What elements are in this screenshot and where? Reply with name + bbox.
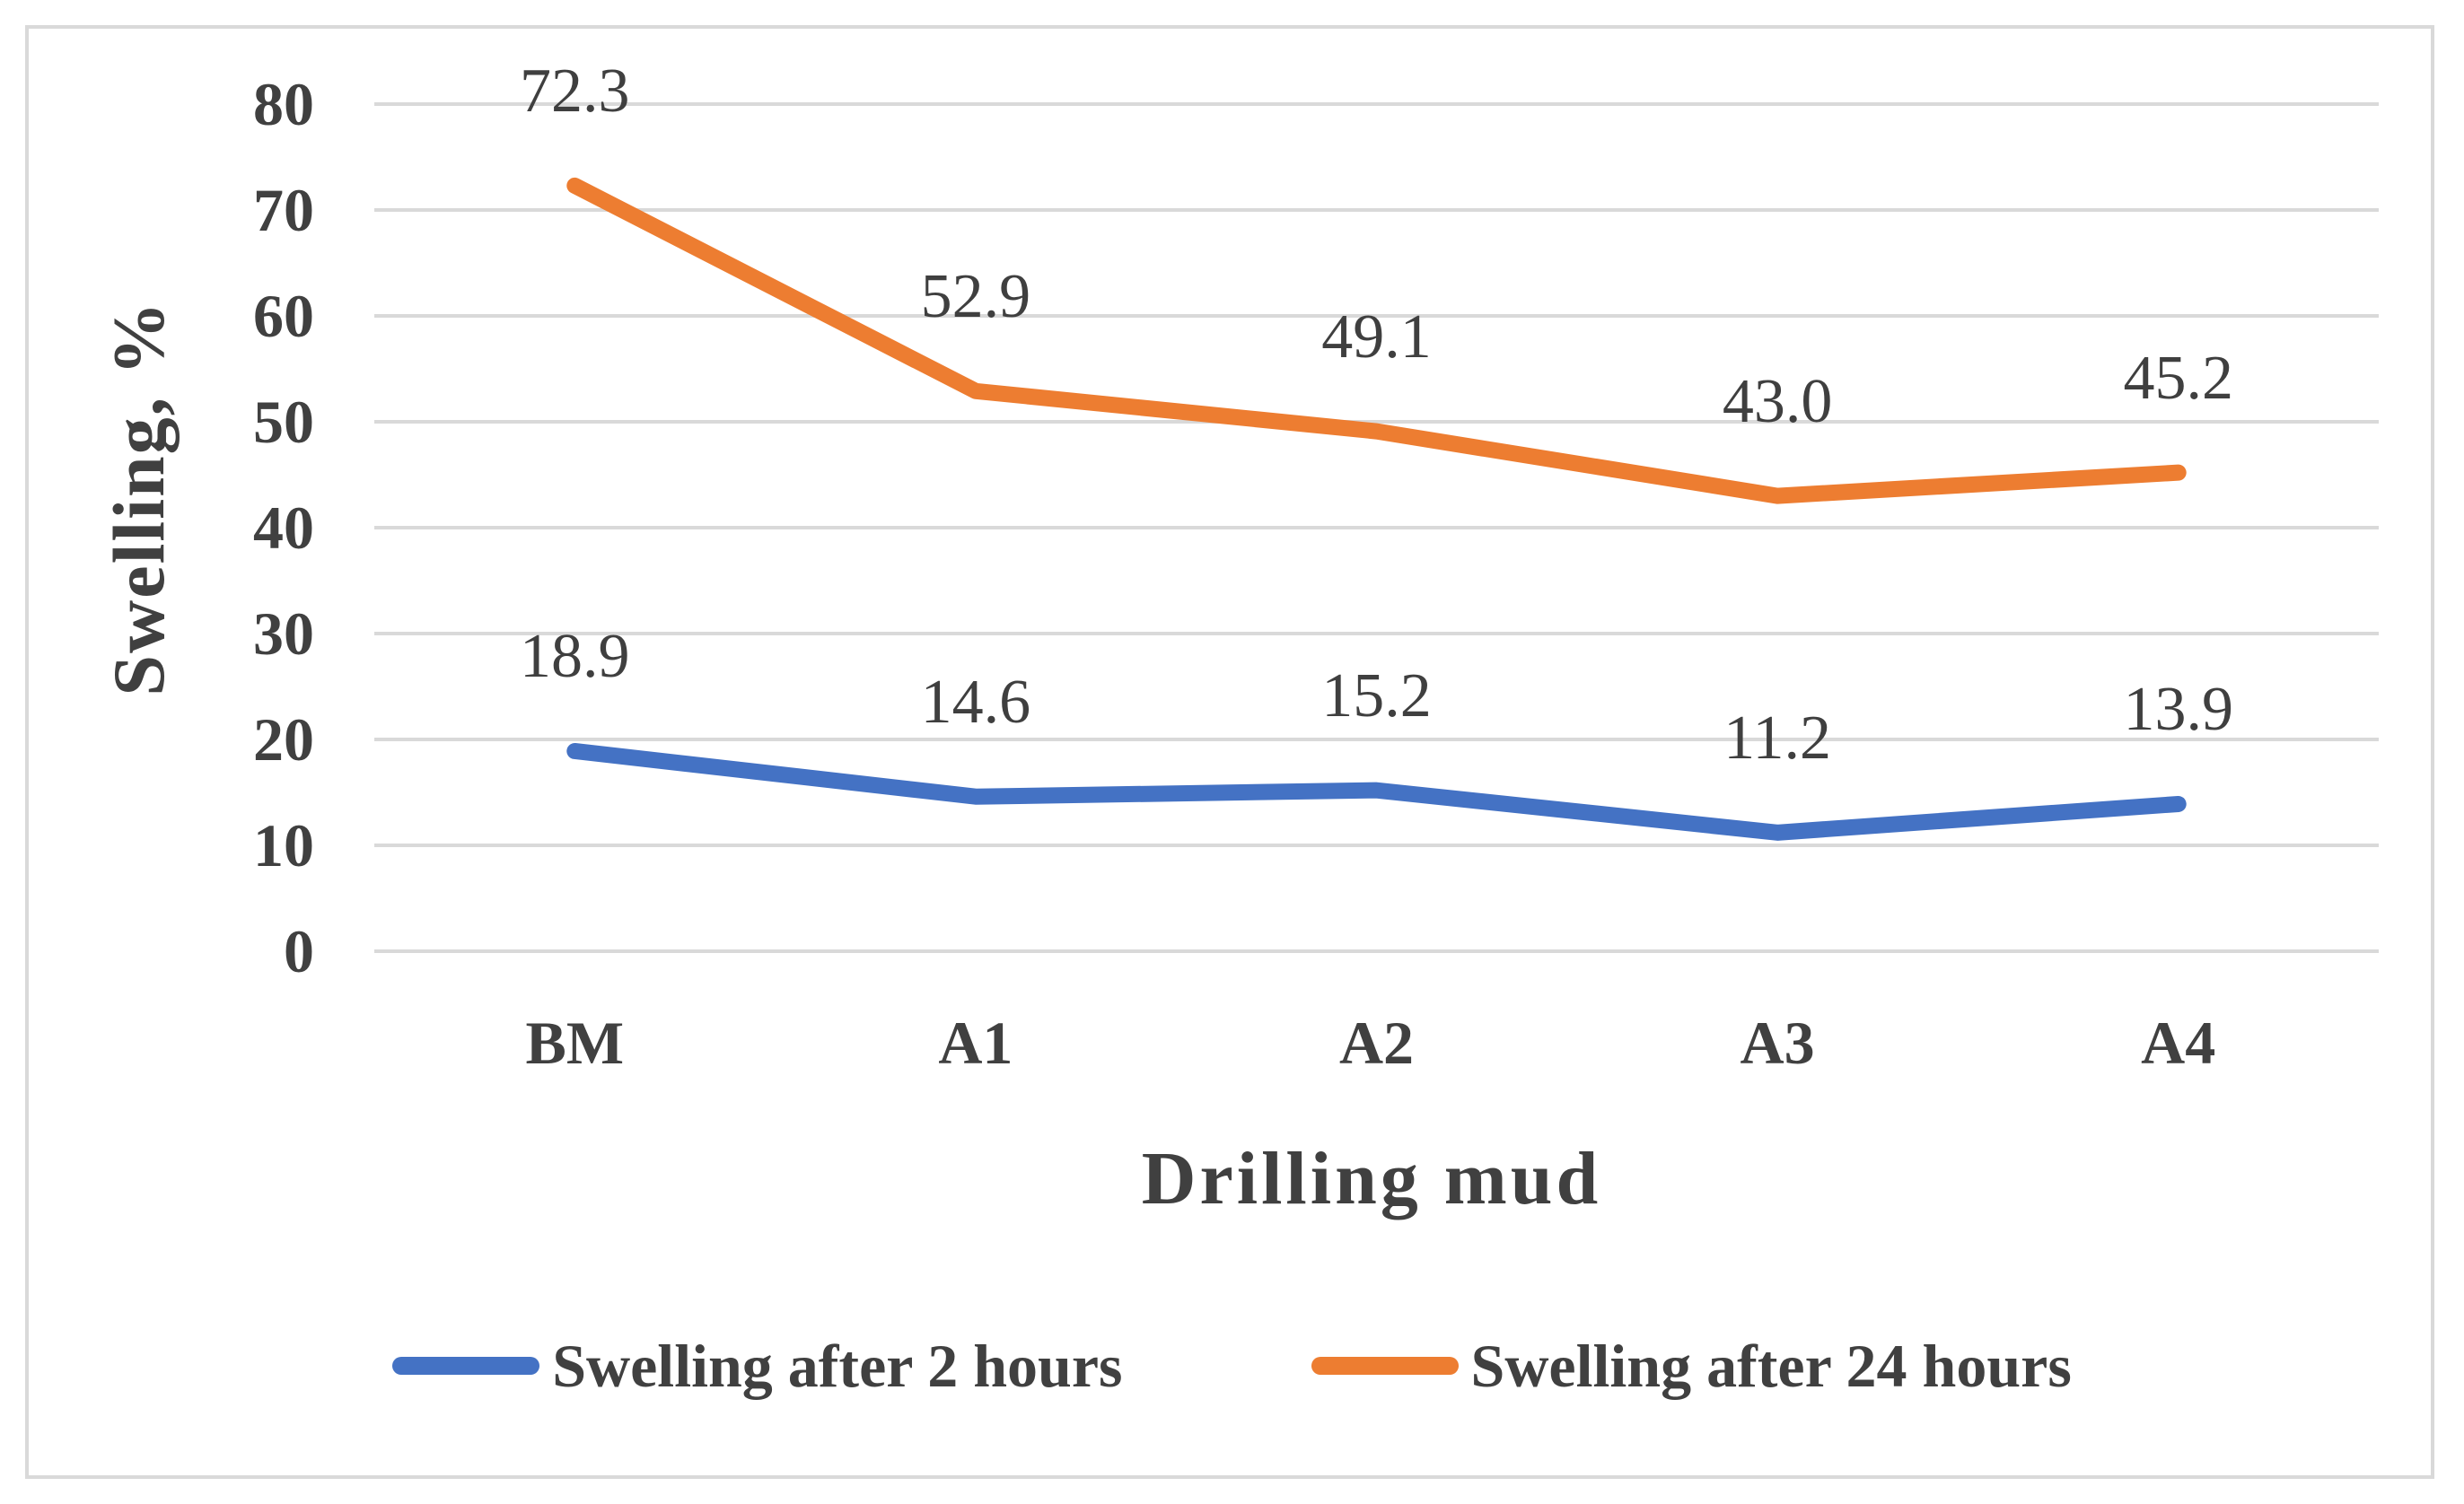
x-tick-label: BM <box>525 1009 625 1077</box>
x-tick-label: A4 <box>2141 1009 2216 1077</box>
data-label: 15.2 <box>1321 660 1432 730</box>
data-label: 43.0 <box>1722 366 1833 436</box>
data-label: 52.9 <box>920 261 1031 331</box>
x-axis-title: Drilling mud <box>1141 1137 1602 1220</box>
y-tick-label: 80 <box>253 70 314 138</box>
data-label: 45.2 <box>2123 343 2233 413</box>
data-label: 49.1 <box>1321 302 1432 372</box>
y-tick-label: 30 <box>253 599 314 668</box>
x-tick-label: A2 <box>1338 1009 1415 1077</box>
legend-item-2-hours: Swelling after 2 hours <box>392 1325 1123 1407</box>
y-tick-label: 50 <box>253 388 314 456</box>
legend-item-24-hours: Swelling after 24 hours <box>1311 1325 2072 1407</box>
y-tick-label: 20 <box>253 705 314 774</box>
legend-label-24-hours: Swelling after 24 hours <box>1470 1332 2072 1400</box>
y-tick-label: 60 <box>253 282 314 350</box>
data-label: 14.6 <box>920 667 1031 737</box>
legend-swatch-24-hours-icon <box>1311 1357 1459 1375</box>
x-tick-label: A1 <box>938 1009 1013 1077</box>
legend-swatch-2-hours-icon <box>392 1357 540 1375</box>
y-tick-label: 10 <box>253 811 314 879</box>
legend: Swelling after 2 hours Swelling after 24… <box>0 1323 2464 1409</box>
data-label: 13.9 <box>2123 674 2233 744</box>
y-tick-label: 40 <box>253 494 314 562</box>
y-tick-label: 70 <box>253 176 314 244</box>
data-label: 72.3 <box>520 56 630 126</box>
data-label: 11.2 <box>1723 703 1832 773</box>
data-label: 18.9 <box>520 621 630 691</box>
x-tick-label: A3 <box>1740 1009 1815 1077</box>
series-line-2-hours <box>566 742 2187 841</box>
legend-label-2-hours: Swelling after 2 hours <box>552 1332 1123 1400</box>
chart-border-frame <box>25 25 2434 1479</box>
y-tick-label: 0 <box>284 917 314 985</box>
series-line-24-hours <box>566 177 2187 504</box>
